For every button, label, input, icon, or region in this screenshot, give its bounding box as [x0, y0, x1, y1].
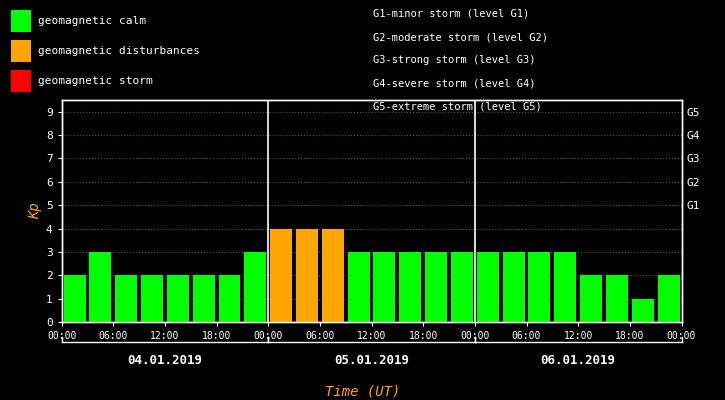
- Text: G5-extreme storm (level G5): G5-extreme storm (level G5): [373, 102, 542, 112]
- Bar: [580, 275, 602, 322]
- Bar: [89, 252, 112, 322]
- Bar: [399, 252, 421, 322]
- Bar: [296, 228, 318, 322]
- Text: G3-strong storm (level G3): G3-strong storm (level G3): [373, 55, 536, 65]
- Bar: [529, 252, 550, 322]
- Text: G4-severe storm (level G4): G4-severe storm (level G4): [373, 78, 536, 88]
- Bar: [606, 275, 628, 322]
- Bar: [477, 252, 499, 322]
- Text: 05.01.2019: 05.01.2019: [334, 354, 409, 366]
- Bar: [193, 275, 215, 322]
- Bar: [167, 275, 188, 322]
- Text: geomagnetic disturbances: geomagnetic disturbances: [38, 46, 200, 56]
- Bar: [425, 252, 447, 322]
- Bar: [373, 252, 395, 322]
- Bar: [451, 252, 473, 322]
- Bar: [141, 275, 163, 322]
- Bar: [348, 252, 370, 322]
- Text: geomagnetic storm: geomagnetic storm: [38, 76, 153, 86]
- Bar: [218, 275, 241, 322]
- Bar: [322, 228, 344, 322]
- Text: 06.01.2019: 06.01.2019: [541, 354, 616, 366]
- Bar: [502, 252, 525, 322]
- Bar: [64, 275, 86, 322]
- Bar: [631, 299, 654, 322]
- Y-axis label: Kp: Kp: [28, 203, 41, 219]
- Text: G2-moderate storm (level G2): G2-moderate storm (level G2): [373, 32, 548, 42]
- Text: Time (UT): Time (UT): [325, 384, 400, 398]
- Text: geomagnetic calm: geomagnetic calm: [38, 16, 146, 26]
- Bar: [658, 275, 679, 322]
- Bar: [555, 252, 576, 322]
- Text: G1-minor storm (level G1): G1-minor storm (level G1): [373, 9, 530, 19]
- Text: 04.01.2019: 04.01.2019: [128, 354, 202, 366]
- Bar: [270, 228, 292, 322]
- Bar: [115, 275, 137, 322]
- Bar: [244, 252, 266, 322]
